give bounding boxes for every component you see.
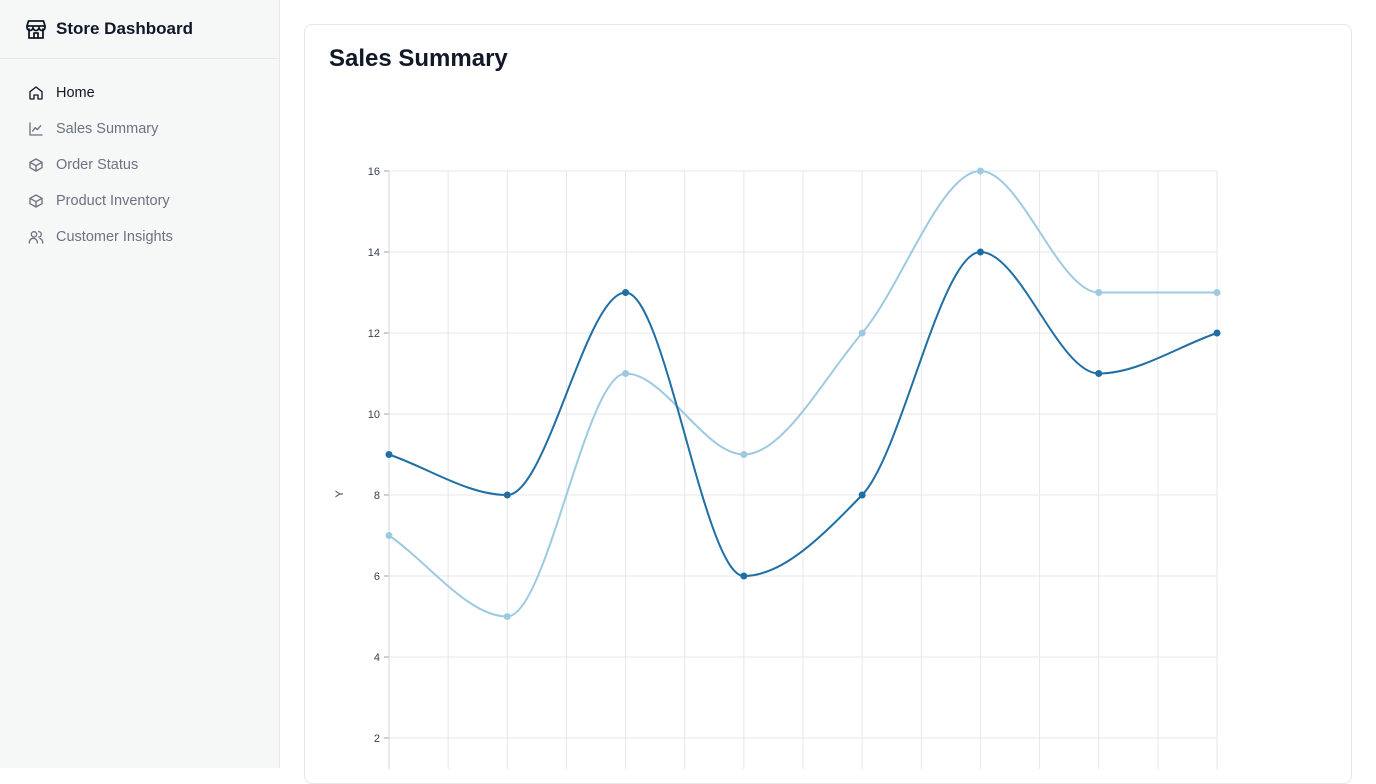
sidebar-item-home[interactable]: Home (0, 75, 279, 111)
series-1-point (858, 491, 866, 499)
series-1-point (976, 248, 984, 256)
sales-summary-card: Sales Summary 2 4 6 8 10 12 14 16 Y (304, 24, 1352, 784)
brand[interactable]: Store Dashboard (0, 0, 279, 59)
series-1-point (740, 572, 748, 580)
series-2-point (858, 329, 866, 337)
box-icon (28, 193, 44, 209)
users-icon (28, 229, 44, 245)
series-1-point (385, 451, 393, 458)
sidebar-item-label: Sales Summary (56, 121, 159, 137)
series-2-point (1095, 289, 1103, 296)
y-tick-label: 16 (368, 166, 380, 178)
series-2-point (740, 451, 748, 458)
sidebar-item-label: Home (56, 85, 95, 101)
sidebar-item-label: Order Status (56, 157, 139, 173)
y-tick-label: 8 (374, 490, 380, 502)
series-2-point (385, 532, 393, 539)
series-1-point (622, 289, 630, 296)
sidebar-item-sales-summary[interactable]: Sales Summary (0, 111, 279, 147)
series-1-point (1095, 370, 1103, 377)
home-icon (28, 85, 44, 101)
sidebar: Store Dashboard Home Sales Summary (0, 0, 280, 768)
sidebar-item-label: Product Inventory (56, 193, 170, 209)
series-2-point (1213, 289, 1221, 296)
y-tick-label: 4 (374, 652, 380, 664)
series-1-point (503, 491, 511, 499)
sidebar-item-label: Customer Insights (56, 229, 173, 245)
sidebar-nav: Home Sales Summary Order Status (0, 59, 279, 255)
box-icon (28, 157, 44, 173)
main-content: Sales Summary 2 4 6 8 10 12 14 16 Y (280, 0, 1376, 784)
y-tick-label: 10 (368, 409, 380, 421)
sales-chart: 2 4 6 8 10 12 14 16 Y (334, 166, 1221, 769)
series-2-point (503, 613, 511, 620)
series-2-point (622, 370, 630, 377)
page-title: Sales Summary (329, 45, 508, 72)
series-2-point (976, 167, 984, 175)
sidebar-item-product-inventory[interactable]: Product Inventory (0, 183, 279, 219)
y-tick-label: 12 (368, 328, 380, 340)
y-tick-label: 2 (374, 733, 380, 745)
y-tick-label: 14 (368, 247, 380, 259)
line-chart-icon (28, 121, 44, 137)
series-line-1 (388, 250, 1218, 578)
sidebar-item-order-status[interactable]: Order Status (0, 147, 279, 183)
y-axis-title: Y (334, 490, 346, 498)
sidebar-item-customer-insights[interactable]: Customer Insights (0, 219, 279, 255)
y-tick-label: 6 (374, 571, 380, 583)
series-line-2 (388, 169, 1217, 618)
series-1-point (1213, 329, 1221, 337)
store-icon (24, 17, 48, 41)
app-title: Store Dashboard (56, 19, 193, 38)
